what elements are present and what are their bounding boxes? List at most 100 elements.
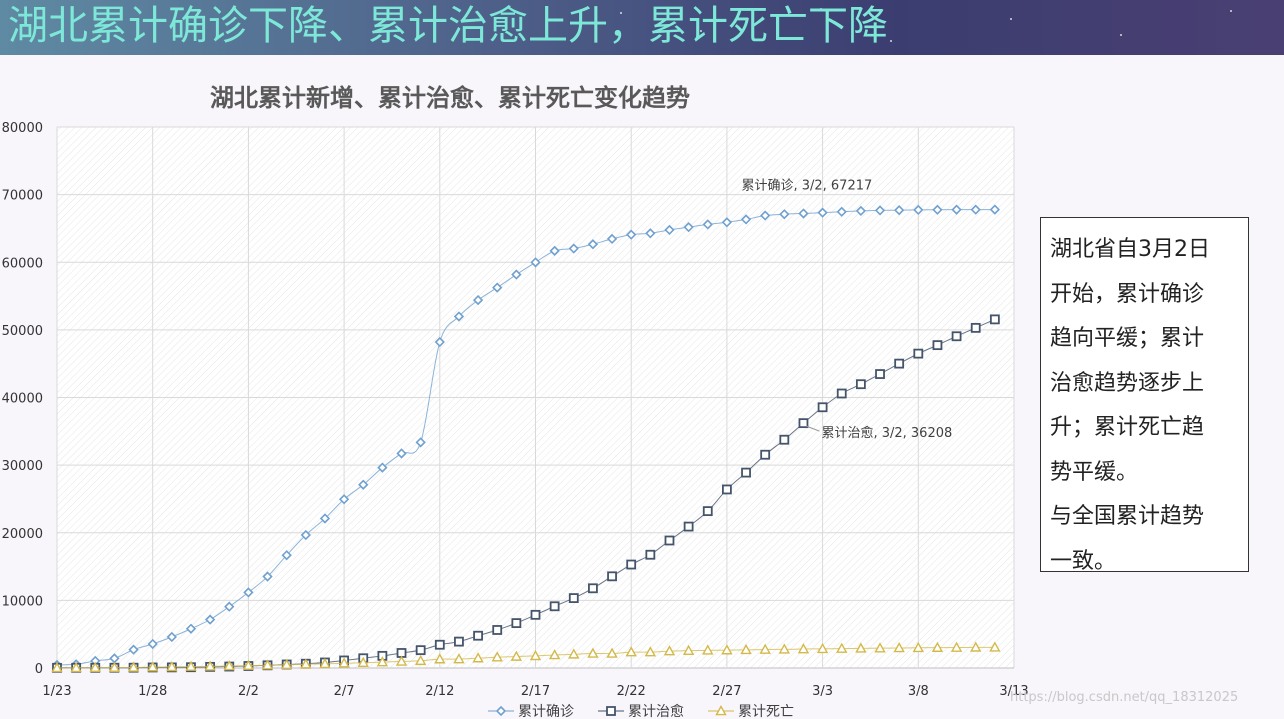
legend-item: 累计治愈: [598, 704, 684, 719]
data-label: 累计治愈, 3/2, 36208: [821, 426, 952, 441]
data-point: [893, 642, 905, 653]
x-tick-label: 2/12: [425, 684, 454, 699]
data-point: [319, 657, 331, 669]
data-point: [664, 535, 675, 546]
data-point: [759, 643, 771, 654]
y-tick-label: 10000: [2, 594, 43, 609]
data-point: [779, 209, 790, 220]
banner-star: [820, 8, 822, 10]
x-tick-label: 1/28: [138, 684, 167, 699]
data-point: [950, 641, 963, 652]
data-point: [185, 660, 197, 671]
data-point: [970, 204, 981, 215]
series-diamond: [51, 204, 1000, 671]
data-point: [606, 647, 618, 658]
data-point: [989, 204, 1000, 215]
slide-title: 湖北累计确诊下降、累计治愈上升，累计死亡下降: [8, 3, 888, 49]
x-tick-label: 2/22: [617, 684, 646, 699]
data-point: [970, 322, 981, 333]
note-line: 一致。: [1050, 548, 1117, 574]
data-point: [434, 653, 446, 664]
data-point: [568, 648, 580, 659]
note-box: 湖北省自3月2日 开始，累计确诊 趋向平缓；累计 治愈趋势逐步上 升；累计死亡趋 势平缓。…: [1040, 217, 1249, 574]
data-point: [319, 513, 331, 524]
data-point: [702, 219, 713, 230]
y-tick-label: 20000: [2, 527, 43, 542]
data-point: [473, 630, 483, 641]
data-point: [530, 257, 541, 268]
data-point: [989, 641, 1001, 652]
data-point: [798, 418, 809, 429]
data-point: [281, 550, 292, 561]
x-tick-label: 2/7: [334, 684, 355, 699]
data-point: [779, 434, 790, 445]
data-point: [127, 661, 140, 672]
data-point: [741, 467, 751, 478]
data-point: [913, 348, 924, 359]
data-point: [128, 644, 139, 655]
data-point: [855, 205, 867, 217]
data-point: [606, 233, 618, 245]
data-point: [816, 642, 829, 654]
legend-marker: [606, 706, 616, 716]
data-point: [587, 239, 599, 250]
x-tick-label: 2/2: [238, 684, 259, 699]
data-point: [683, 521, 694, 532]
data-point: [702, 506, 713, 517]
title-banner: 湖北累计确诊下降、累计治愈上升，累计死亡下降: [0, 0, 1284, 55]
legend-label: 累计死亡: [738, 704, 794, 719]
data-point: [147, 638, 158, 650]
data-point: [913, 204, 924, 216]
note-line: 湖北省自3月2日: [1050, 237, 1210, 262]
data-point: [817, 402, 828, 413]
data-point: [491, 651, 503, 662]
data-point: [645, 228, 656, 239]
data-point: [931, 641, 944, 652]
data-point: [204, 660, 216, 671]
data-point: [721, 217, 733, 228]
chart-title: 湖北累计新增、累计治愈、累计死亡变化趋势: [210, 84, 690, 112]
data-point: [836, 642, 848, 653]
data-point: [721, 644, 733, 655]
data-point: [894, 205, 905, 216]
x-tick-label: 3/13: [999, 684, 1028, 699]
data-point: [415, 645, 426, 656]
data-point: [204, 614, 216, 625]
y-tick-label: 30000: [2, 459, 43, 474]
data-point: [932, 340, 943, 351]
data-point: [625, 646, 637, 657]
data-point: [626, 559, 637, 570]
data-point: [607, 571, 617, 582]
data-point: [280, 658, 293, 670]
data-point: [261, 659, 274, 670]
data-point: [663, 645, 676, 656]
data-point: [262, 571, 273, 582]
data-point: [778, 643, 791, 654]
legend-label: 累计治愈: [628, 704, 684, 719]
banner-star: [700, 30, 702, 32]
data-point: [740, 214, 752, 225]
data-point: [682, 644, 695, 655]
data-point: [951, 331, 962, 342]
data-point: [951, 204, 962, 215]
data-point: [89, 661, 101, 673]
data-point: [568, 593, 579, 603]
legend-marker: [495, 705, 507, 717]
banner-star: [890, 40, 892, 42]
data-point: [223, 660, 235, 671]
note-line: 势平缓。: [1050, 459, 1139, 485]
data-point: [166, 631, 177, 643]
data-point: [453, 653, 465, 664]
annotation-leader: [806, 425, 820, 432]
data-point: [415, 437, 426, 448]
data-point: [645, 549, 656, 560]
data-point: [760, 449, 771, 460]
data-point: [414, 654, 427, 666]
data-point: [338, 657, 350, 668]
data-point: [357, 656, 369, 668]
line-chart: 0 10000 20000 30000 40000 50000 60000 70000 8000…: [2, 121, 1029, 719]
data-point: [644, 646, 657, 657]
banner-star: [1010, 18, 1012, 20]
data-point: [797, 643, 810, 654]
data-point: [396, 448, 407, 459]
